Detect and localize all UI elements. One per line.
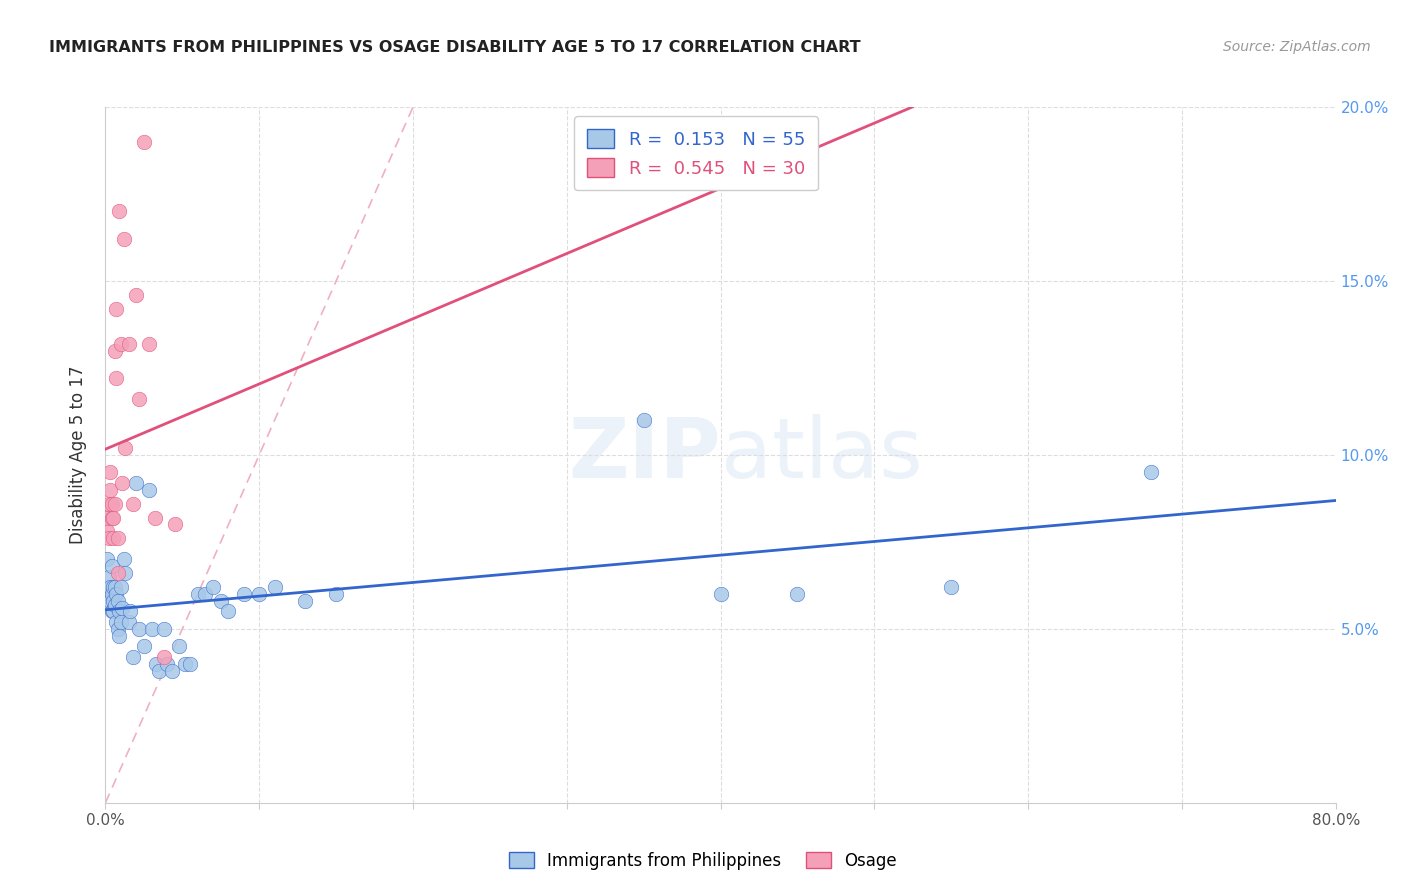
Point (97, 532, 120, 546)
Point (100, 605, 122, 619)
Point (108, 629, 131, 643)
Point (294, 594, 316, 608)
Point (111, 475, 134, 490)
Point (100, 497, 122, 511)
Point (145, 657, 167, 671)
Point (187, 587, 209, 601)
Point (110, 615, 132, 629)
Point (141, 622, 163, 636)
Point (98, 594, 121, 608)
Point (96, 524, 118, 539)
Point (100, 559, 122, 574)
Point (132, 639, 155, 653)
Point (202, 580, 225, 594)
Text: ZIP: ZIP (568, 415, 721, 495)
Point (633, 413, 655, 427)
Point (194, 587, 217, 601)
Point (111, 601, 134, 615)
Point (100, 587, 122, 601)
Point (107, 622, 129, 636)
Point (247, 587, 270, 601)
Point (143, 510, 166, 524)
Point (232, 587, 254, 601)
Point (179, 657, 201, 671)
Text: Source: ZipAtlas.com: Source: ZipAtlas.com (1223, 40, 1371, 54)
Point (125, 288, 148, 302)
Point (101, 594, 124, 608)
Point (101, 605, 124, 619)
Point (710, 587, 733, 601)
Point (114, 441, 136, 455)
Point (120, 605, 141, 619)
Point (169, 639, 191, 653)
Point (112, 552, 135, 566)
Point (325, 587, 347, 601)
Legend: Immigrants from Philippines, Osage: Immigrants from Philippines, Osage (502, 846, 904, 877)
Point (125, 475, 148, 490)
Point (138, 336, 160, 351)
Point (128, 392, 150, 407)
Point (98, 466, 121, 480)
Point (117, 615, 139, 629)
Point (97, 497, 120, 511)
Point (105, 301, 128, 316)
Point (156, 657, 179, 671)
Point (941, 580, 963, 594)
Point (96, 552, 118, 566)
Text: atlas: atlas (721, 415, 922, 495)
Point (97, 587, 120, 601)
Point (107, 532, 129, 546)
Point (148, 664, 170, 678)
Point (105, 615, 128, 629)
Point (786, 587, 808, 601)
Point (153, 622, 176, 636)
Point (104, 598, 127, 612)
Point (100, 510, 122, 524)
Point (122, 649, 145, 664)
Point (209, 594, 232, 608)
Point (107, 594, 129, 608)
Point (153, 649, 176, 664)
Point (117, 336, 139, 351)
Point (101, 532, 124, 546)
Point (105, 371, 128, 385)
Point (138, 483, 160, 497)
Point (105, 587, 128, 601)
Point (98, 483, 121, 497)
Point (98, 580, 121, 594)
Point (132, 135, 155, 149)
Point (110, 580, 132, 594)
Point (96, 510, 118, 524)
Point (107, 566, 129, 581)
Point (108, 605, 131, 619)
Point (1140, 466, 1163, 480)
Point (163, 517, 186, 532)
Text: IMMIGRANTS FROM PHILIPPINES VS OSAGE DISABILITY AGE 5 TO 17 CORRELATION CHART: IMMIGRANTS FROM PHILIPPINES VS OSAGE DIS… (49, 40, 860, 55)
Point (110, 336, 132, 351)
Point (104, 497, 127, 511)
Point (218, 605, 240, 619)
Point (112, 232, 135, 246)
Point (114, 566, 136, 581)
Point (122, 497, 145, 511)
Point (101, 580, 124, 594)
Point (104, 580, 127, 594)
Point (128, 622, 150, 636)
Legend: R =  0.153   N = 55, R =  0.545   N = 30: R = 0.153 N = 55, R = 0.545 N = 30 (575, 116, 817, 190)
Y-axis label: Disability Age 5 to 17: Disability Age 5 to 17 (69, 366, 87, 544)
Point (104, 343, 127, 358)
Point (101, 510, 124, 524)
Point (97, 570, 120, 584)
Point (263, 580, 285, 594)
Point (174, 657, 197, 671)
Point (160, 664, 183, 678)
Point (108, 204, 131, 219)
